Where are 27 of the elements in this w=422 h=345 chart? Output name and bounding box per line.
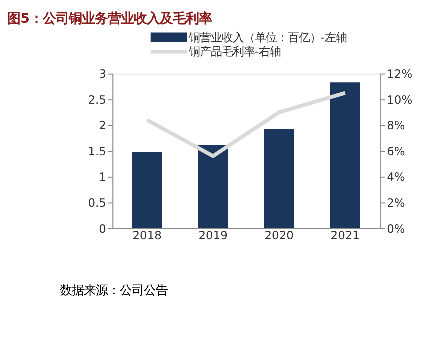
y-tick-label: 0: [99, 222, 106, 236]
x-tick-label: 2021: [330, 228, 360, 242]
bar: [264, 128, 294, 228]
y2-tick-label: 12%: [387, 67, 413, 82]
y2-tick-label: 4%: [387, 170, 406, 184]
y-tick-label: 3: [99, 67, 106, 82]
x-tick-label: 2020: [264, 228, 294, 242]
x-tick-label: 2019: [198, 228, 228, 242]
y2-tick-label: 6%: [387, 144, 406, 158]
y-tick-label: 2.5: [88, 92, 106, 107]
bar: [132, 152, 162, 228]
y2-tick-label: 10%: [387, 92, 413, 107]
chart-title: 图5：公司铜业务营业收入及毛利率: [8, 11, 212, 28]
y-tick-label: 1.5: [88, 144, 106, 158]
y-tick-label: 1: [99, 170, 106, 184]
y-tick-label: 0.5: [88, 196, 106, 210]
y2-tick-label: 8%: [387, 118, 406, 133]
source-note: 数据来源：公司公告: [60, 282, 168, 298]
legend-label: 铜营业收入（单位：百亿）-左轴: [188, 30, 348, 44]
y2-tick-label: 2%: [387, 196, 406, 210]
bar: [198, 144, 228, 228]
line-series: [145, 91, 348, 158]
bar: [330, 82, 360, 228]
legend-label: 铜产品毛利率-右轴: [188, 44, 282, 59]
y2-tick-label: 0%: [387, 222, 406, 236]
x-tick-label: 2018: [132, 228, 162, 242]
y-tick-label: 2: [99, 118, 106, 133]
